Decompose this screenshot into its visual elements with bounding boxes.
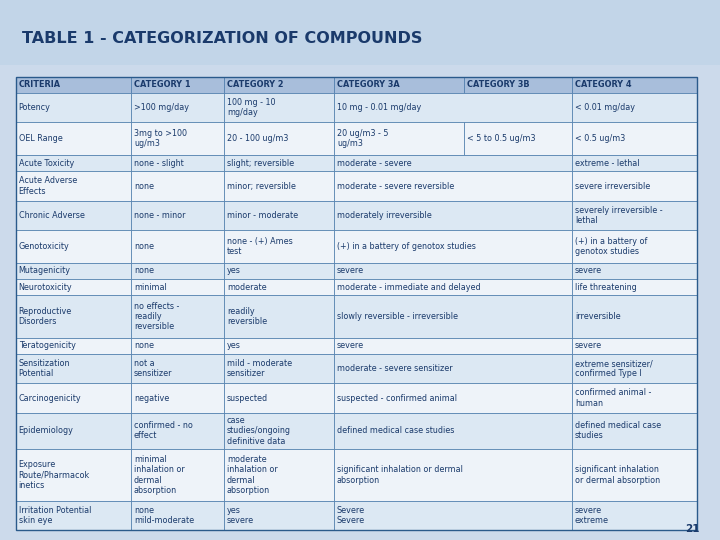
Text: moderate
inhalation or
dermal
absorption: moderate inhalation or dermal absorption [227, 455, 278, 495]
Text: < 0.01 mg/day: < 0.01 mg/day [575, 103, 635, 112]
Text: moderate - severe sensitizer: moderate - severe sensitizer [337, 364, 453, 373]
Text: severe
extreme: severe extreme [575, 506, 609, 525]
Text: extreme sensitizer/
confirmed Type I: extreme sensitizer/ confirmed Type I [575, 359, 652, 379]
Text: 100 mg - 10
mg/day: 100 mg - 10 mg/day [227, 98, 276, 117]
Text: none - (+) Ames
test: none - (+) Ames test [227, 237, 292, 256]
Text: 20 - 100 ug/m3: 20 - 100 ug/m3 [227, 134, 288, 143]
Text: yes: yes [227, 266, 240, 275]
Text: Teratogenicity: Teratogenicity [19, 341, 76, 350]
Text: severe: severe [337, 341, 364, 350]
Text: suspected - confirmed animal: suspected - confirmed animal [337, 394, 457, 403]
Text: defined medical case studies: defined medical case studies [337, 426, 454, 435]
Text: 20 ug/m3 - 5
ug/m3: 20 ug/m3 - 5 ug/m3 [337, 129, 389, 149]
Text: Carcinogenicity: Carcinogenicity [19, 394, 81, 403]
Text: (+) in a battery of
genotox studies: (+) in a battery of genotox studies [575, 237, 647, 256]
Text: severely irreversible -
lethal: severely irreversible - lethal [575, 206, 662, 225]
Text: none: none [134, 242, 154, 251]
Text: moderate - immediate and delayed: moderate - immediate and delayed [337, 282, 480, 292]
Text: slight; reversible: slight; reversible [227, 159, 294, 167]
Text: CATEGORY 2: CATEGORY 2 [227, 80, 284, 89]
Text: Potency: Potency [19, 103, 50, 112]
Text: none: none [134, 266, 154, 275]
Text: Acute Toxicity: Acute Toxicity [19, 159, 74, 167]
Text: CATEGORY 3B: CATEGORY 3B [467, 80, 530, 89]
Text: negative: negative [134, 394, 169, 403]
Text: OEL Range: OEL Range [19, 134, 63, 143]
Text: mild - moderate
sensitizer: mild - moderate sensitizer [227, 359, 292, 379]
Text: yes
severe: yes severe [227, 506, 254, 525]
Text: none
mild-moderate: none mild-moderate [134, 506, 194, 525]
Text: defined medical case
studies: defined medical case studies [575, 421, 661, 441]
Text: Genotoxicity: Genotoxicity [19, 242, 69, 251]
Text: Reproductive
Disorders: Reproductive Disorders [19, 307, 72, 326]
Text: none: none [134, 341, 154, 350]
Text: none - slight: none - slight [134, 159, 184, 167]
Text: moderate - severe reversible: moderate - severe reversible [337, 181, 454, 191]
Text: Severe
Severe: Severe Severe [337, 506, 365, 525]
Text: Acute Adverse
Effects: Acute Adverse Effects [19, 176, 77, 195]
Text: confirmed animal -
human: confirmed animal - human [575, 388, 652, 408]
Text: none - minor: none - minor [134, 211, 186, 220]
Text: yes: yes [227, 341, 240, 350]
Text: >100 mg/day: >100 mg/day [134, 103, 189, 112]
Text: minimal: minimal [134, 282, 167, 292]
Text: TABLE 1 - CATEGORIZATION OF COMPOUNDS: TABLE 1 - CATEGORIZATION OF COMPOUNDS [22, 31, 422, 46]
Text: irreversible: irreversible [575, 312, 621, 321]
Text: Epidemiology: Epidemiology [19, 426, 73, 435]
Text: minor; reversible: minor; reversible [227, 181, 296, 191]
Text: confirmed - no
effect: confirmed - no effect [134, 421, 193, 441]
Text: minimal
inhalation or
dermal
absorption: minimal inhalation or dermal absorption [134, 455, 185, 495]
Text: none: none [134, 181, 154, 191]
Text: significant inhalation or dermal
absorption: significant inhalation or dermal absorpt… [337, 465, 463, 484]
Text: moderately irreversible: moderately irreversible [337, 211, 432, 220]
Text: Mutagenicity: Mutagenicity [19, 266, 71, 275]
Text: Irritation Potential
skin eye: Irritation Potential skin eye [19, 506, 91, 525]
Text: extreme - lethal: extreme - lethal [575, 159, 639, 167]
Text: 3mg to >100
ug/m3: 3mg to >100 ug/m3 [134, 129, 187, 149]
Text: Neurotoxicity: Neurotoxicity [19, 282, 72, 292]
Text: suspected: suspected [227, 394, 268, 403]
Text: severe: severe [575, 341, 602, 350]
Text: readily
reversible: readily reversible [227, 307, 267, 326]
Text: CATEGORY 4: CATEGORY 4 [575, 80, 631, 89]
Text: CATEGORY 1: CATEGORY 1 [134, 80, 191, 89]
Text: < 5 to 0.5 ug/m3: < 5 to 0.5 ug/m3 [467, 134, 536, 143]
Text: minor - moderate: minor - moderate [227, 211, 298, 220]
Text: severe: severe [337, 266, 364, 275]
Text: moderate: moderate [227, 282, 266, 292]
Text: slowly reversible - irreversible: slowly reversible - irreversible [337, 312, 458, 321]
Text: case
studies/ongoing
definitive data: case studies/ongoing definitive data [227, 416, 291, 446]
Text: 21: 21 [685, 523, 700, 534]
Text: 10 mg - 0.01 mg/day: 10 mg - 0.01 mg/day [337, 103, 421, 112]
Text: not a
sensitizer: not a sensitizer [134, 359, 173, 379]
Text: moderate - severe: moderate - severe [337, 159, 412, 167]
Text: Sensitization
Potential: Sensitization Potential [19, 359, 71, 379]
Text: no effects -
readily
reversible: no effects - readily reversible [134, 302, 179, 332]
Text: severe: severe [575, 266, 602, 275]
Text: Chronic Adverse: Chronic Adverse [19, 211, 84, 220]
Text: (+) in a battery of genotox studies: (+) in a battery of genotox studies [337, 242, 476, 251]
Text: significant inhalation
or dermal absorption: significant inhalation or dermal absorpt… [575, 465, 660, 484]
Text: life threatening: life threatening [575, 282, 636, 292]
Text: CATEGORY 3A: CATEGORY 3A [337, 80, 400, 89]
Text: CRITERIA: CRITERIA [19, 80, 60, 89]
Text: severe irreversible: severe irreversible [575, 181, 650, 191]
Text: Exposure
Route/Pharmacok
inetics: Exposure Route/Pharmacok inetics [19, 460, 90, 490]
Text: < 0.5 ug/m3: < 0.5 ug/m3 [575, 134, 625, 143]
